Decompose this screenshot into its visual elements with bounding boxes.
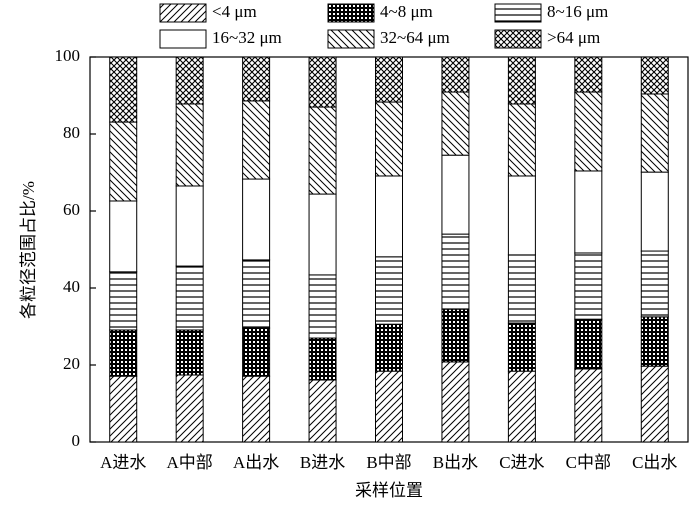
bar-segment [574,252,603,320]
bar-segment [109,375,138,443]
x-tick-label: A中部 [167,453,213,472]
bar-segment [308,193,337,276]
bar-segment [574,56,603,93]
legend-swatch [159,29,207,49]
bar-segment [507,175,536,256]
bar-segment [375,323,403,372]
bar-segment [640,93,669,173]
bar-segment [574,91,603,172]
bar-segment [242,178,271,261]
x-tick-label: C出水 [632,453,677,472]
y-axis-label: 各粒径范围占比/% [19,181,38,319]
x-tick-label: C中部 [566,453,611,472]
y-tick-label: 0 [72,431,81,450]
bar-segment [375,56,403,103]
legend-swatch [327,29,375,49]
bar-segment [242,259,271,329]
bar-segment [507,322,536,372]
bar-segment [640,316,669,367]
x-tick-label: C进水 [499,453,544,472]
x-tick-label: B中部 [366,453,411,472]
legend-label: 8~16 μm [547,2,608,21]
bar-segment [640,56,669,95]
bar-segment [175,103,204,187]
bar-segment [175,329,204,376]
bar-segment [109,329,138,377]
bar-segment [242,375,271,443]
legend-label: 32~64 μm [380,28,450,47]
legend-swatch [327,3,375,23]
x-tick-label: A出水 [233,453,279,472]
bar-segment [242,327,271,377]
bar-segment [175,265,204,331]
legend-swatch [494,29,542,49]
bar-segment [375,101,403,177]
bar-segment [175,374,204,443]
bar-segment [308,56,337,108]
bar-segment [242,100,271,180]
bar-segment [441,154,470,235]
legend-label: <4 μm [212,2,257,21]
bar-segment [507,370,536,443]
x-tick-label: B进水 [300,453,345,472]
bar-segment [109,271,138,331]
legend-label: >64 μm [547,28,600,47]
x-axis-label: 采样位置 [355,481,423,500]
bar-segment [441,233,470,310]
bar-segment [574,368,603,443]
y-tick-label: 40 [63,277,80,296]
bar-segment [507,254,536,324]
legend-swatch [159,3,207,23]
bar-segment [574,170,603,254]
y-tick-label: 60 [63,200,80,219]
bar-segment [175,185,204,267]
bar-segment [640,365,669,443]
bar-segment [507,103,536,177]
bar-segment [308,337,337,381]
x-tick-label: B出水 [433,453,478,472]
legend-label: 4~8 μm [380,2,433,21]
bar-segment [175,56,204,105]
legend-label: 16~32 μm [212,28,282,47]
bar-segment [441,361,470,443]
bar-segment [109,200,138,273]
bar-segment [574,318,603,370]
bar-segment [441,91,470,156]
bar-segment [441,56,470,93]
bar-segment [308,379,337,443]
bar-segment [507,56,536,105]
bar-segment [308,106,337,195]
bar-segment [308,274,337,339]
y-tick-label: 100 [55,46,81,65]
y-tick-label: 20 [63,354,80,373]
bar-segment [375,370,403,443]
bar-segment [640,250,669,318]
bar-segment [109,56,138,123]
bar-segment [441,308,470,363]
legend-swatch [494,3,542,23]
y-tick-label: 80 [63,123,80,142]
bar-segment [242,56,271,102]
bar-segment [375,175,403,258]
bar-segment [375,256,403,325]
bar-segment [640,171,669,252]
bar-segment [109,121,138,202]
x-tick-label: A进水 [100,453,146,472]
